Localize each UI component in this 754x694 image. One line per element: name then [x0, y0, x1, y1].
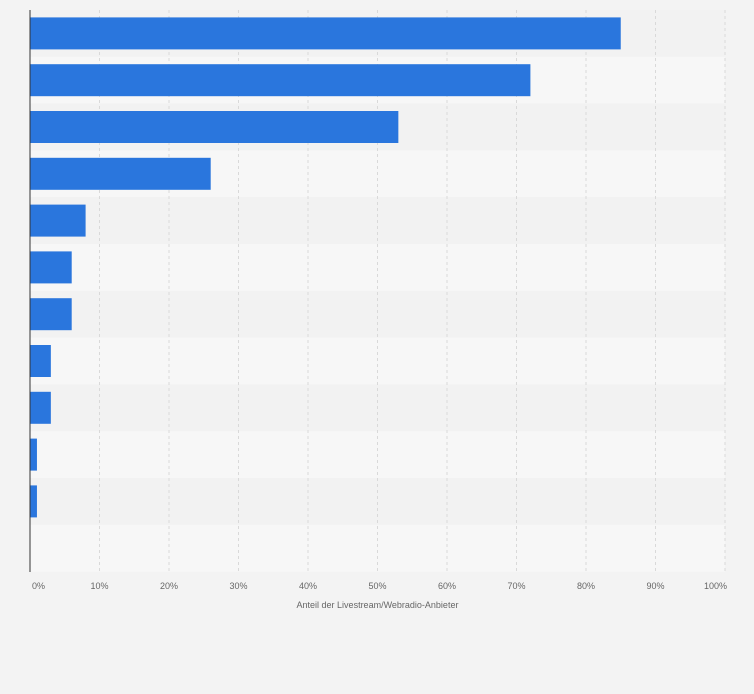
- x-tick-label: 90%: [646, 581, 664, 591]
- bar[interactable]: [30, 345, 51, 377]
- x-tick-label: 60%: [438, 581, 456, 591]
- bar[interactable]: [30, 391, 51, 424]
- x-tick-label: 10%: [90, 581, 108, 591]
- bar[interactable]: [30, 204, 86, 237]
- x-tick-label: 30%: [229, 581, 247, 591]
- bar[interactable]: [30, 64, 531, 97]
- gridlines: [99, 10, 726, 572]
- x-tick-label: 70%: [507, 581, 525, 591]
- bars: [30, 17, 621, 518]
- bar[interactable]: [30, 157, 211, 190]
- x-tick-label: 50%: [368, 581, 386, 591]
- x-tick-label: 40%: [299, 581, 317, 591]
- x-tick-label: 100%: [704, 581, 727, 591]
- bar[interactable]: [30, 298, 72, 331]
- bar[interactable]: [30, 251, 72, 284]
- x-tick-label: 0%: [32, 581, 45, 591]
- x-axis-tick-labels: 0% 10% 20% 30% 40% 50% 60% 70% 80% 90% 100%: [32, 581, 727, 591]
- x-tick-label: 20%: [160, 581, 178, 591]
- bar[interactable]: [30, 111, 399, 143]
- x-axis-label: Anteil der Livestream/Webradio-Anbieter: [297, 600, 459, 610]
- bar[interactable]: [30, 17, 621, 50]
- x-tick-label: 80%: [577, 581, 595, 591]
- bar[interactable]: [30, 485, 37, 518]
- bar[interactable]: [30, 438, 37, 471]
